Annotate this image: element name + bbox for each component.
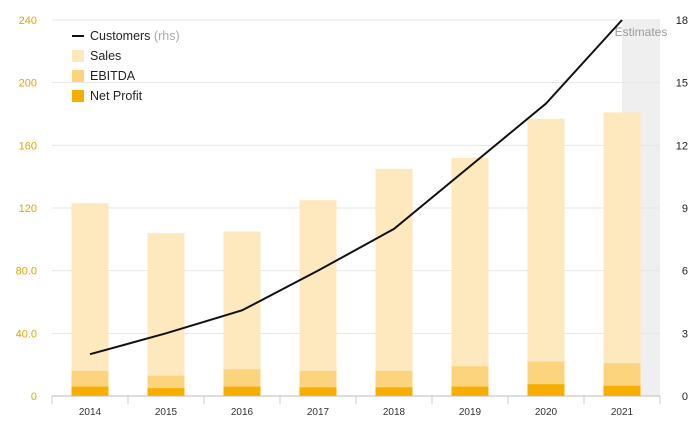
legend-suffix-rhs: (rhs): [154, 29, 180, 43]
legend-label-net-profit: Net Profit: [90, 89, 143, 103]
customers-line-layer: [89, 19, 623, 356]
bar-sales: [451, 157, 489, 396]
right-axis-tick-label: 0: [682, 391, 688, 403]
customers-line: [89, 19, 623, 356]
legend-text-customers: Customers: [90, 29, 150, 43]
x-axis-tick-label: 2015: [155, 407, 178, 418]
right-axis-tick-label: 6: [682, 266, 688, 278]
left-axis-tick-label: 200: [19, 78, 37, 90]
right-axis-tick-label: 15: [676, 78, 688, 90]
bar-net-profit: [223, 386, 261, 396]
x-axis-tick-label: 2016: [231, 407, 254, 418]
right-axis-tick-label: 18: [676, 15, 688, 27]
legend: Customers (rhs) Sales EBITDA Net Profit: [72, 29, 180, 103]
left-axis-tick-label: 120: [19, 203, 37, 215]
bar-net-profit: [603, 385, 641, 396]
x-axis-tick-label: 2021: [611, 407, 634, 418]
bar-sales: [527, 118, 565, 396]
bar-net-profit: [375, 387, 413, 396]
left-axis-tick-label: 160: [19, 140, 37, 152]
legend-swatch-net-profit: [72, 90, 84, 102]
axes: 0 40.0 80.0 120 160 200 240 0 3 6 9 12 15 18 2014 2015 2…: [16, 15, 688, 418]
right-axis-tick-label: 3: [682, 328, 688, 340]
bar-net-profit: [299, 387, 337, 396]
left-axis-tick-label: 40.0: [16, 328, 37, 340]
legend-label-customers: Customers (rhs): [90, 29, 180, 43]
bar-net-profit: [451, 386, 489, 396]
bar-sales: [375, 168, 413, 396]
bar-sales: [603, 112, 641, 396]
right-axis-tick-label: 12: [676, 140, 688, 152]
legend-label-ebitda: EBITDA: [90, 69, 136, 83]
bar-sales: [71, 203, 109, 396]
bar-sales: [299, 200, 337, 396]
x-axis-tick-label: 2017: [307, 407, 330, 418]
estimates-label: Estimates: [615, 25, 668, 39]
legend-label-sales: Sales: [90, 49, 121, 63]
bar-net-profit: [527, 384, 565, 396]
grid-lines: [52, 19, 660, 334]
bar-layer: [71, 112, 641, 396]
left-axis-tick-label: 0: [31, 391, 37, 403]
x-axis-tick-label: 2018: [383, 407, 406, 418]
x-axis-tick-label: 2014: [79, 407, 102, 418]
bar-sales: [147, 233, 185, 396]
legend-swatch-sales: [72, 50, 84, 62]
right-axis-tick-label: 9: [682, 203, 688, 215]
left-axis-tick-label: 240: [19, 15, 37, 27]
bar-net-profit: [147, 388, 185, 396]
x-axis-tick-label: 2020: [535, 407, 558, 418]
bar-net-profit: [71, 386, 109, 396]
x-axis-tick-label: 2019: [459, 407, 482, 418]
left-axis-tick-label: 80.0: [16, 266, 37, 278]
legend-swatch-ebitda: [72, 70, 84, 82]
